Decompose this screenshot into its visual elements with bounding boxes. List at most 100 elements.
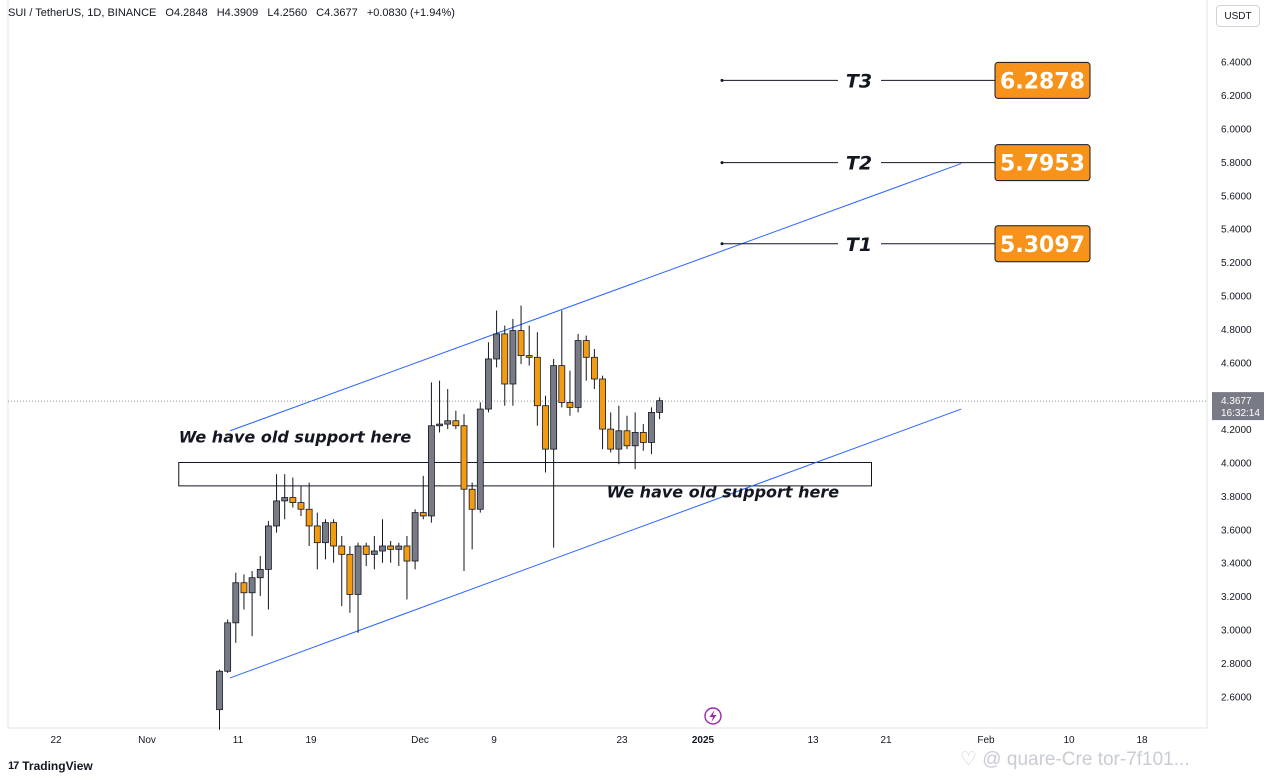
symbol-title[interactable]: SUI / TetherUS, 1D, BINANCE (8, 7, 157, 19)
candle[interactable] (517, 305, 525, 364)
candle[interactable] (281, 474, 289, 520)
candle[interactable] (542, 395, 549, 473)
candle-body (599, 378, 606, 430)
channel-upper-line[interactable] (229, 163, 962, 432)
support-zone-box[interactable] (178, 462, 872, 487)
lightning-icon[interactable] (704, 707, 722, 725)
candle[interactable] (566, 370, 574, 416)
candle-body (273, 500, 280, 527)
tradingview-logo[interactable]: 17 TradingView (8, 759, 93, 773)
candle-body (493, 333, 501, 360)
ohlc-close: C4.3677 (316, 7, 358, 19)
target-value-box[interactable] (994, 225, 1091, 263)
candle[interactable] (452, 410, 460, 430)
candle[interactable] (591, 348, 598, 390)
candle[interactable] (599, 375, 606, 450)
candle[interactable] (476, 402, 484, 513)
candle[interactable] (615, 405, 623, 465)
candle[interactable] (322, 519, 329, 560)
candle[interactable] (354, 542, 362, 633)
candle[interactable] (656, 397, 663, 420)
candle-layer (216, 305, 663, 730)
candle[interactable] (460, 414, 468, 572)
candle-body (509, 330, 517, 385)
channel-lower-line[interactable] (229, 408, 962, 679)
candle[interactable] (639, 424, 647, 451)
candle[interactable] (574, 333, 582, 413)
candle[interactable] (501, 325, 509, 406)
x-tick-label: 19 (305, 735, 317, 746)
candle[interactable] (533, 332, 541, 426)
candle[interactable] (240, 574, 248, 610)
y-tick-label: 4.0000 (1221, 459, 1252, 470)
candle[interactable] (387, 540, 395, 563)
candle-body (623, 430, 631, 447)
candle[interactable] (330, 519, 338, 563)
candle[interactable] (297, 485, 305, 516)
target-value-box[interactable] (994, 61, 1091, 99)
candle[interactable] (273, 474, 280, 533)
candle[interactable] (419, 475, 427, 520)
candle-body (322, 522, 329, 544)
candle-body (370, 550, 378, 555)
candle[interactable] (248, 571, 256, 637)
y-tick-label: 4.6000 (1221, 358, 1252, 369)
candle[interactable] (362, 542, 370, 567)
y-tick-label: 5.0000 (1221, 292, 1252, 303)
candle[interactable] (346, 546, 354, 613)
candle[interactable] (370, 535, 378, 570)
currency-unit-button[interactable]: USDT (1216, 5, 1260, 27)
candle[interactable] (289, 477, 297, 508)
candle-body (289, 497, 297, 503)
candle[interactable] (305, 482, 313, 546)
candle[interactable] (558, 310, 566, 408)
candle-body (387, 545, 395, 550)
last-price-countdown: 16:32:14 (1221, 408, 1260, 419)
ohlc-open: O4.2848 (165, 7, 208, 19)
y-tick-label: 5.2000 (1221, 258, 1252, 269)
candle[interactable] (509, 318, 517, 406)
candle[interactable] (313, 512, 321, 570)
candle-body (248, 577, 256, 594)
support-annotation[interactable]: We have old support here (607, 483, 840, 502)
candle[interactable] (525, 325, 533, 366)
last-price-badge (1212, 392, 1264, 421)
candle[interactable] (256, 556, 264, 597)
candle[interactable] (379, 519, 386, 563)
candle[interactable] (648, 407, 655, 455)
candle[interactable] (395, 542, 403, 567)
candle[interactable] (216, 669, 223, 730)
target-value: 5.7953 (1000, 152, 1085, 177)
y-tick-label: 3.4000 (1221, 559, 1252, 570)
candle[interactable] (468, 482, 476, 550)
candle-body (574, 340, 582, 408)
candle[interactable] (485, 342, 492, 413)
candle-body (656, 400, 663, 413)
target-value-box[interactable] (994, 144, 1091, 182)
target-label[interactable]: T3 (846, 70, 872, 92)
candle[interactable] (264, 520, 272, 610)
candle-body (264, 525, 272, 570)
candle[interactable] (582, 335, 590, 381)
target-label[interactable]: T1 (846, 234, 872, 256)
target-label[interactable]: T2 (846, 153, 872, 175)
candle[interactable] (403, 535, 411, 600)
candle[interactable] (444, 389, 452, 430)
candle[interactable] (411, 509, 419, 570)
candle[interactable] (631, 412, 639, 470)
candle-body (615, 430, 623, 450)
y-tick-label: 3.8000 (1221, 492, 1252, 503)
candle[interactable] (493, 310, 501, 368)
candle[interactable] (607, 412, 615, 453)
support-annotation[interactable]: We have old support here (179, 427, 412, 446)
candle[interactable] (338, 535, 346, 607)
candle[interactable] (224, 619, 232, 673)
axis-layer: 2.6000 2.8000 3.0000 3.2000 3.4000 3.6000 3.80… (7, 0, 1252, 746)
candle[interactable] (436, 380, 443, 433)
candle[interactable] (550, 358, 558, 548)
candle[interactable] (427, 382, 435, 523)
candle[interactable] (232, 572, 240, 643)
y-tick-label: 5.8000 (1221, 158, 1252, 169)
candle[interactable] (623, 415, 631, 450)
